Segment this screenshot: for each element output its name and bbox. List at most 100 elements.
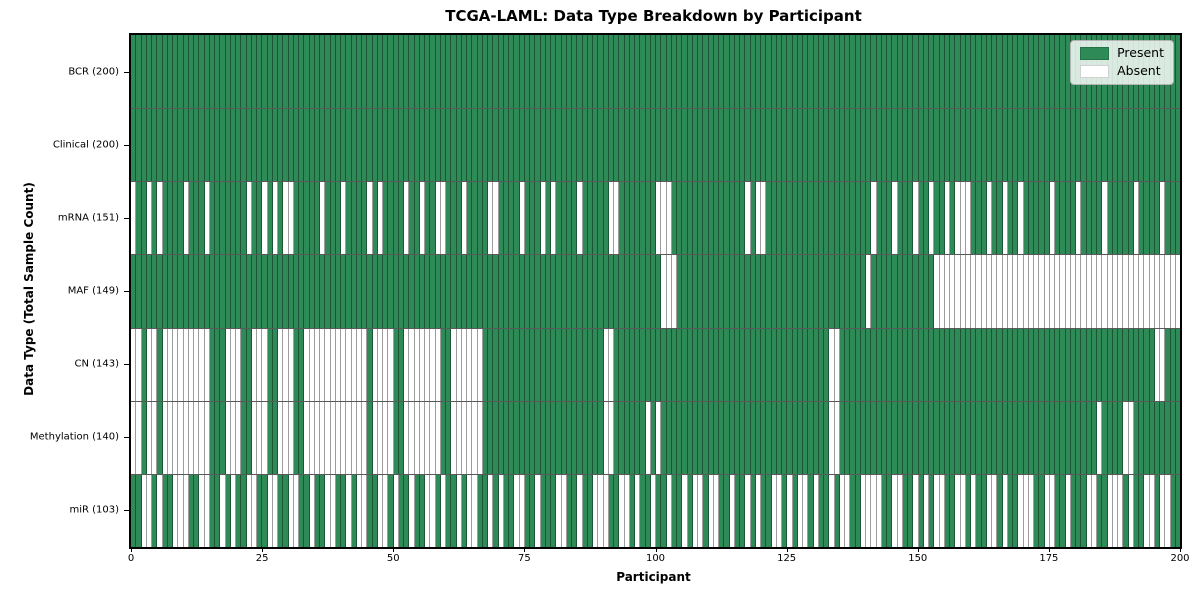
heatmap-cell [992,328,998,401]
heatmap-cell [1118,401,1124,474]
heatmap-cell [167,35,173,109]
heatmap-cell [813,328,819,401]
heatmap-cell [624,255,630,328]
heatmap-cell [251,328,257,401]
heatmap-cell [671,182,677,255]
heatmap-cell [1123,182,1129,255]
heatmap-cell [246,328,252,401]
y-tick [124,217,129,219]
heatmap-cell [330,182,336,255]
heatmap-cell [356,328,362,401]
heatmap-cell [666,109,672,182]
heatmap-cell [792,474,798,547]
heatmap-cell [703,35,709,109]
heatmap-cell [960,255,966,328]
heatmap-cell [782,328,788,401]
heatmap-cell [929,328,935,401]
heatmap-cell [1165,182,1171,255]
heatmap-cell [1023,182,1029,255]
heatmap-cell [997,182,1003,255]
heatmap-cell [603,182,609,255]
heatmap-cell [603,255,609,328]
absent-swatch-icon [1080,65,1110,78]
heatmap-cell [451,35,457,109]
heatmap-cell [745,109,751,182]
heatmap-cell [976,401,982,474]
heatmap-cell [818,255,824,328]
heatmap-cell [425,328,431,401]
heatmap-cell [944,109,950,182]
heatmap-cell [887,35,893,109]
heatmap-cell [456,328,462,401]
heatmap-cell [1112,109,1118,182]
heatmap-cell [908,182,914,255]
heatmap-cell [755,401,761,474]
heatmap-cell [671,109,677,182]
heatmap-cell [178,35,184,109]
heatmap-cell [897,109,903,182]
heatmap-cell [288,328,294,401]
heatmap-cell [325,401,331,474]
heatmap-cell [619,35,625,109]
heatmap-cell [776,182,782,255]
heatmap-cell [451,255,457,328]
heatmap-cell [598,328,604,401]
heatmap-cell [225,328,231,401]
heatmap-cell [1081,182,1087,255]
heatmap-cell [1013,474,1019,547]
heatmap-cell [1028,255,1034,328]
heatmap-cell [866,255,872,328]
heatmap-cell [477,35,483,109]
heatmap-cell [178,255,184,328]
heatmap-cell [141,35,147,109]
heatmap-cell [514,182,520,255]
heatmap-cell [755,474,761,547]
heatmap-cell [792,401,798,474]
heatmap-cell [472,182,478,255]
heatmap-cell [262,109,268,182]
heatmap-row-miR [131,473,1180,547]
heatmap-cell [1123,109,1129,182]
heatmap-cell [419,401,425,474]
heatmap-cell [320,182,326,255]
heatmap-cell [629,401,635,474]
heatmap-cell [446,401,452,474]
heatmap-cell [939,182,945,255]
heatmap-cell [881,109,887,182]
heatmap-cell [157,182,163,255]
y-tick-label-mRNA: mRNA (151) [57,212,119,224]
heatmap-cell [215,109,221,182]
heatmap-cell [803,109,809,182]
heatmap-cell [1139,401,1145,474]
heatmap-cell [566,474,572,547]
heatmap-cell [729,401,735,474]
heatmap-cell [897,401,903,474]
heatmap-cell [467,328,473,401]
heatmap-cell [976,182,982,255]
heatmap-cell [1055,182,1061,255]
heatmap-cell [1107,474,1113,547]
heatmap-cell [1044,255,1050,328]
heatmap-cell [771,474,777,547]
heatmap-cell [876,109,882,182]
heatmap-cell [236,109,242,182]
heatmap-cell [566,401,572,474]
heatmap-cell [734,255,740,328]
heatmap-cell [839,474,845,547]
heatmap-cell [556,474,562,547]
heatmap-cell [440,255,446,328]
heatmap-cell [724,255,730,328]
heatmap-cell [992,401,998,474]
heatmap-cell [545,255,551,328]
heatmap-cell [845,109,851,182]
heatmap-cell [661,35,667,109]
heatmap-cell [230,255,236,328]
heatmap-cell [782,401,788,474]
heatmap-cell [1055,474,1061,547]
heatmap-cell [257,328,263,401]
heatmap-cell [236,474,242,547]
heatmap-cell [908,474,914,547]
heatmap-cell [220,255,226,328]
heatmap-cell [734,182,740,255]
heatmap-cell [561,474,567,547]
